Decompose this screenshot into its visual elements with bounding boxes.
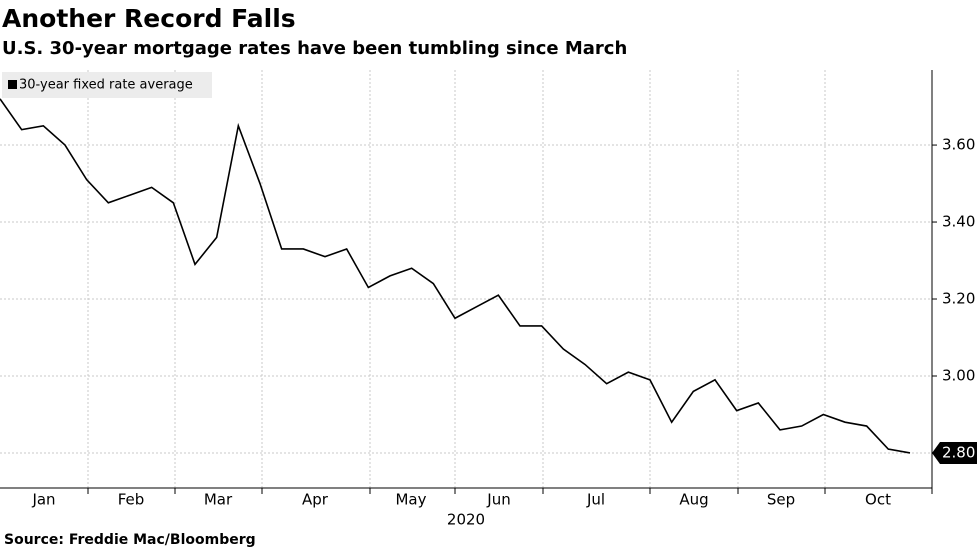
x-tick-label: Feb xyxy=(118,491,145,509)
source: Source: Freddie Mac/Bloomberg xyxy=(4,532,256,548)
line xyxy=(0,98,911,454)
x-tick-label: Jan xyxy=(31,491,55,509)
legend-swatch xyxy=(8,80,17,89)
value-label: 2.80 xyxy=(942,443,975,461)
x-tick-label: Apr xyxy=(302,491,329,509)
x-tick-label: Jun xyxy=(486,491,510,509)
y-tick-label: 3.20 xyxy=(942,290,975,308)
x-tick-label: Aug xyxy=(679,491,708,509)
legend-box xyxy=(2,72,212,98)
legend-label: 30-year fixed rate average xyxy=(19,78,193,93)
chart-subtitle: U.S. 30-year mortgage rates have been tu… xyxy=(2,38,627,59)
y-tick-label: 3.40 xyxy=(942,213,975,231)
x-tick-label: Oct xyxy=(865,491,891,509)
value-label-tag xyxy=(932,441,977,464)
x-tick-label: Sep xyxy=(767,491,795,509)
x-tick-label: May xyxy=(395,491,426,509)
x-year-label: 2020 xyxy=(447,511,485,529)
x-tick-label: Jul xyxy=(586,491,605,509)
x-tick-label: Mar xyxy=(204,491,233,509)
y-tick-label: 3.60 xyxy=(942,136,975,154)
chart-title: Another Record Falls xyxy=(2,4,296,33)
y-tick-label: 3.00 xyxy=(942,366,975,384)
